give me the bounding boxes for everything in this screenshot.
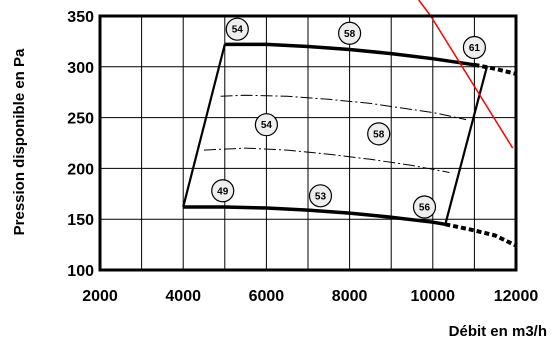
y-axis-title: Pression disponible en Pa — [11, 48, 28, 235]
bubble-text: 58 — [373, 129, 385, 140]
bubble-circle — [412, 195, 437, 219]
x-tick-label: 4000 — [165, 288, 201, 305]
series-line-1-thick-solid — [224, 42, 475, 67]
y-tick-label: 100 — [67, 263, 94, 280]
reference-line-extension — [418, 0, 432, 17]
bubble-text: 56 — [419, 203, 431, 214]
x-tick-label: 8000 — [332, 288, 368, 305]
bubble-circle — [367, 122, 391, 146]
series-line-8-thin-solid — [444, 66, 488, 225]
bubble-label: 61 — [462, 35, 486, 60]
x-axis-title: Débit en m3/h — [449, 323, 547, 340]
series-line-5-thick-solid — [183, 205, 446, 227]
bubble-label: 53 — [308, 184, 333, 208]
bubble-label: 56 — [412, 195, 437, 219]
x-tick-label: 2000 — [82, 288, 118, 305]
bubble-label: 54 — [225, 17, 249, 41]
bubble-circle — [225, 17, 249, 41]
y-tick-label: 250 — [67, 111, 94, 128]
curves — [182, 42, 517, 248]
bubble-text: 54 — [232, 25, 244, 36]
series-line-2-thick-dotted — [474, 62, 517, 76]
series-line-3-dash-dot — [220, 94, 467, 121]
bubble-text: 53 — [315, 191, 327, 202]
bubbles: 54 58 61 54 58 49 53 56 — [211, 17, 486, 219]
tick-labels: 2000 4000 6000 8000 10000 12000 100 150 200 250 30… — [67, 9, 538, 305]
y-tick-label: 350 — [67, 9, 94, 26]
plot-frame — [98, 14, 518, 272]
bubble-circle — [254, 113, 278, 137]
bubble-text: 54 — [261, 120, 273, 131]
bubble-label: 49 — [211, 179, 235, 203]
bubble-label: 58 — [367, 122, 391, 146]
x-tick-label: 12000 — [494, 288, 539, 305]
x-tick-label: 6000 — [249, 288, 285, 305]
x-tick-label: 10000 — [411, 288, 456, 305]
series-line-6-thick-dotted — [444, 222, 517, 248]
bubble-text: 61 — [469, 43, 481, 54]
bubble-label: 54 — [254, 113, 278, 137]
series-line-7-thin-solid — [182, 44, 226, 208]
bubble-circle — [338, 21, 362, 45]
y-tick-label: 150 — [67, 212, 94, 229]
y-tick-label: 200 — [67, 161, 94, 178]
bubble-text: 49 — [217, 186, 229, 197]
bubble-text: 58 — [344, 29, 356, 40]
reference-line-layer — [418, 0, 514, 149]
bubble-circle — [308, 184, 333, 208]
y-tick-label: 300 — [67, 60, 94, 77]
bubble-label: 58 — [338, 21, 362, 45]
reference-line — [430, 15, 514, 149]
bubble-circle — [211, 179, 235, 203]
series-line-4-dash-dot — [203, 147, 450, 173]
bubble-circle — [462, 35, 486, 60]
